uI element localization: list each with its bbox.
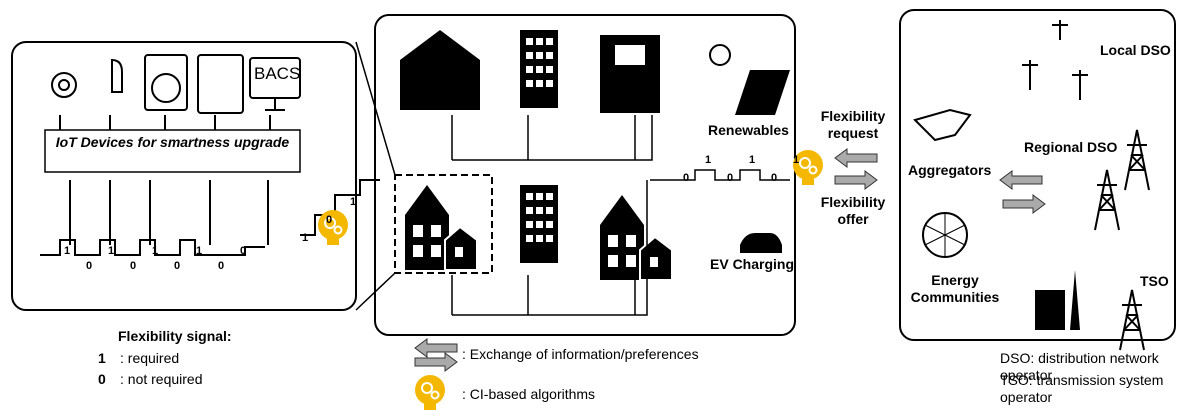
- signal-digit: 0: [174, 260, 181, 272]
- aggregators-label: Aggregators: [908, 162, 992, 178]
- communities-label: Energy Communities: [910, 272, 1000, 305]
- signal-digit: 0: [326, 214, 333, 226]
- ev-label: EV Charging: [710, 256, 795, 272]
- signal-digit: 0: [727, 172, 734, 184]
- signal-digit: 0: [683, 172, 690, 184]
- ci-legend: : CI-based algorithms: [462, 386, 596, 402]
- signal-digit: 0: [771, 172, 778, 184]
- signal-digit: 1: [152, 245, 159, 257]
- signal-digit: 1: [793, 154, 800, 166]
- legend-text: : not required: [120, 371, 203, 387]
- local-dso-label: Local DSO: [1100, 42, 1171, 58]
- signal-digit: 1: [302, 232, 309, 244]
- regional-dso-label: Regional DSO: [1024, 139, 1118, 155]
- signal-digit: 1: [108, 245, 115, 257]
- flex-offer: Flexibility offer: [820, 194, 886, 227]
- signal-digit: 0: [218, 260, 225, 272]
- legend-text: : required: [120, 350, 180, 366]
- iot-label: IoT Devices for smartness upgrade: [55, 134, 290, 150]
- signal-digit: 1: [749, 154, 756, 166]
- tso-label: TSO: [1140, 273, 1169, 289]
- signal-digit: 1: [64, 245, 71, 257]
- flex-request: Flexibility request: [820, 108, 886, 141]
- signal-digit: 0: [240, 245, 247, 257]
- legend-symbol: 1: [98, 350, 106, 366]
- note: DSO: distribution network operator: [1000, 350, 1159, 383]
- signal-digit: 0: [86, 260, 93, 272]
- signal-digit: 1: [350, 196, 357, 208]
- renewables-label: Renewables: [708, 122, 789, 138]
- legend-symbol: 0: [98, 371, 106, 387]
- exchange-legend: : Exchange of information/preferences: [462, 346, 699, 362]
- note: TSO: transmission system operator: [1000, 372, 1164, 405]
- bacs-label: BACS: [254, 64, 301, 83]
- legend-title: Flexibility signal:: [118, 328, 232, 344]
- signal-digit: 0: [130, 260, 137, 272]
- signal-digit: 1: [196, 245, 203, 257]
- signal-digit: 1: [705, 154, 712, 166]
